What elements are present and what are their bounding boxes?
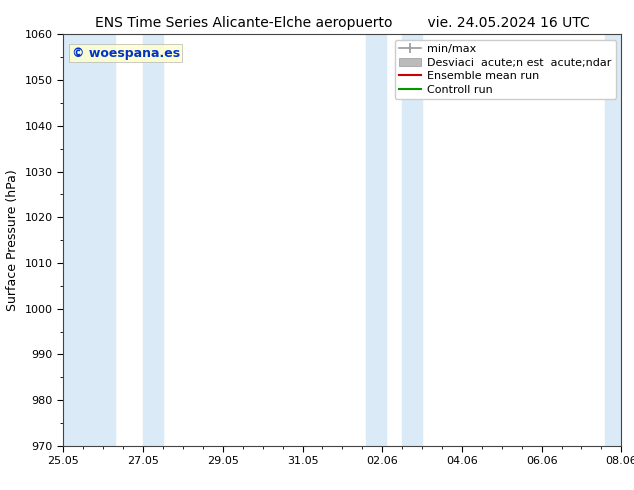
- Bar: [143, 34, 163, 446]
- Bar: [402, 34, 422, 446]
- Bar: [63, 34, 115, 446]
- Bar: [366, 34, 386, 446]
- Y-axis label: Surface Pressure (hPa): Surface Pressure (hPa): [6, 169, 19, 311]
- Legend: min/max, Desviaci  acute;n est  acute;ndar, Ensemble mean run, Controll run: min/max, Desviaci acute;n est acute;ndar…: [395, 40, 616, 99]
- Title: ENS Time Series Alicante-Elche aeropuerto        vie. 24.05.2024 16 UTC: ENS Time Series Alicante-Elche aeropuert…: [95, 16, 590, 30]
- Text: © woespana.es: © woespana.es: [72, 47, 180, 60]
- Bar: [605, 34, 621, 446]
